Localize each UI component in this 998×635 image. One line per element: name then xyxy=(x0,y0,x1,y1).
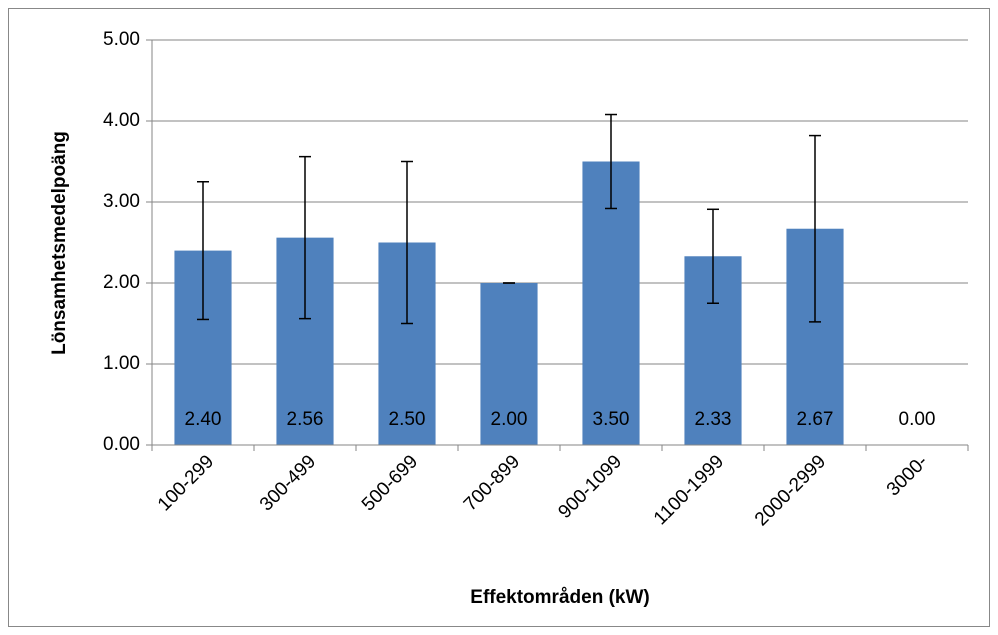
y-tick-label: 0.00 xyxy=(103,434,140,455)
y-tick-label: 2.00 xyxy=(103,272,140,293)
value-label: 2.50 xyxy=(389,409,426,430)
y-tick-label: 1.00 xyxy=(103,353,140,374)
value-label: 2.40 xyxy=(185,409,222,430)
bar xyxy=(480,283,538,445)
value-label: 0.00 xyxy=(899,409,936,430)
y-tick-label: 3.00 xyxy=(103,191,140,212)
y-axis-title: Lönsamhetsmedelpoäng xyxy=(49,131,70,355)
x-axis-title: Effektområden (kW) xyxy=(470,587,649,608)
value-label: 2.00 xyxy=(491,409,528,430)
value-label: 3.50 xyxy=(593,409,630,430)
y-tick-label: 4.00 xyxy=(103,110,140,131)
value-label: 2.56 xyxy=(287,409,324,430)
value-label: 2.67 xyxy=(797,409,834,430)
value-label: 2.33 xyxy=(695,409,732,430)
y-tick-label: 5.00 xyxy=(103,29,140,50)
